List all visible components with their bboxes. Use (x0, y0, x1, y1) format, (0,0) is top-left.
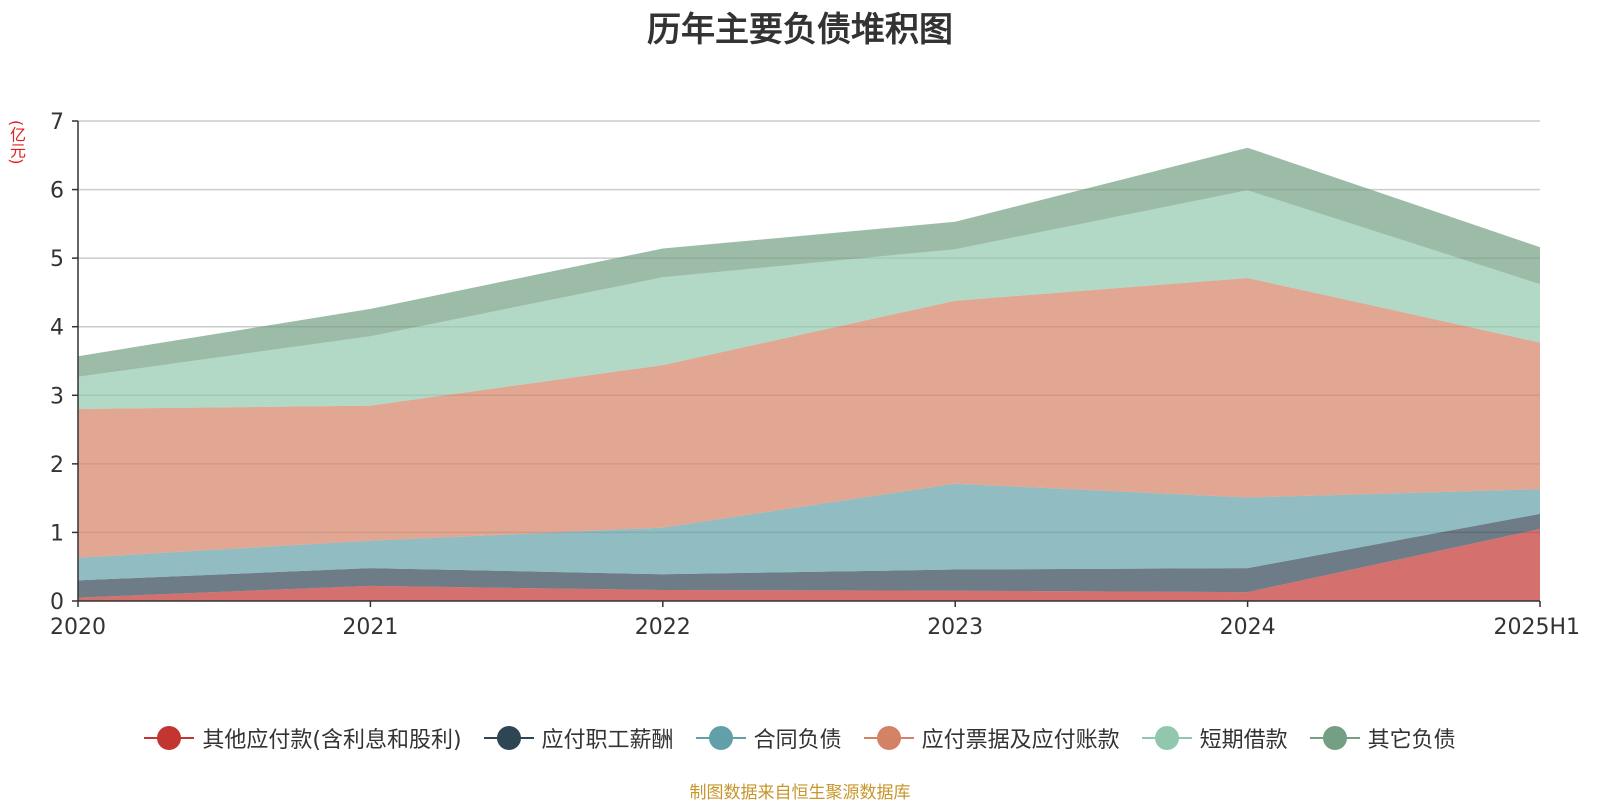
x-tick-label-2024: 2024 (1220, 615, 1276, 640)
area-series-5 (78, 190, 1540, 409)
legend-item-3[interactable]: 合同负债 (695, 722, 842, 754)
y-tick-label-7: 7 (50, 110, 64, 135)
legend-label: 应付职工薪酬 (541, 728, 674, 753)
chart-title: 历年主要负债堆积图 (647, 10, 953, 50)
y-axis-unit-label: (亿元) (7, 120, 26, 165)
legend-marker-icon (695, 726, 746, 750)
legend-marker-icon (483, 726, 534, 750)
y-tick-label-2: 2 (50, 453, 64, 478)
x-tick-label-2021: 2021 (342, 615, 398, 640)
y-tick-label-6: 6 (50, 179, 64, 204)
area-series-6 (78, 147, 1540, 377)
legend-marker-icon (1309, 726, 1360, 750)
legend-item-2[interactable]: 应付职工薪酬 (483, 722, 674, 754)
legend-label: 应付票据及应付账款 (921, 728, 1120, 753)
stacked-area-chart: 0 1 2 3 4 5 6 7 2020 2021 2022 2023 2024 2025H1 (50, 110, 1580, 640)
legend-label: 其它负债 (1367, 728, 1456, 753)
legend-label: 短期借款 (1199, 728, 1288, 753)
legend-label: 合同负债 (753, 728, 842, 753)
area-series-2 (78, 513, 1540, 598)
area-series-4 (78, 278, 1540, 558)
axes: 0 1 2 3 4 5 6 7 2020 2021 2022 2023 2024 2025H1 (50, 110, 1580, 640)
area-series-3 (78, 483, 1540, 581)
source-note: 制图数据来自恒生聚源数据库 (689, 783, 911, 803)
y-tick-label-4: 4 (50, 316, 64, 341)
legend-item-4[interactable]: 应付票据及应付账款 (863, 722, 1120, 754)
legend-item-1[interactable]: 其他应付款(含利息和股利) (144, 722, 462, 754)
legend-label: 其他应付款(含利息和股利) (202, 728, 462, 753)
legend-marker-icon (144, 726, 195, 750)
x-tick-label-2025H1: 2025H1 (1493, 615, 1580, 640)
y-tick-label-1: 1 (50, 521, 64, 546)
area-series-1 (78, 529, 1540, 601)
legend-item-6[interactable]: 其它负债 (1309, 722, 1456, 754)
area-series (78, 147, 1540, 601)
y-tick-label-0: 0 (50, 590, 64, 615)
legend-marker-icon (1141, 726, 1192, 750)
y-tick-label-5: 5 (50, 247, 64, 272)
x-tick-label-2020: 2020 (50, 615, 106, 640)
legend-marker-icon (863, 726, 914, 750)
x-tick-label-2022: 2022 (635, 615, 691, 640)
x-tick-label-2023: 2023 (927, 615, 983, 640)
legend: 其他应付款(含利息和股利) 应付职工薪酬 合同负债 应付票据及应付账款 短期借款 其它负债 (0, 720, 1600, 756)
y-tick-label-3: 3 (50, 384, 64, 409)
legend-item-5[interactable]: 短期借款 (1141, 722, 1288, 754)
